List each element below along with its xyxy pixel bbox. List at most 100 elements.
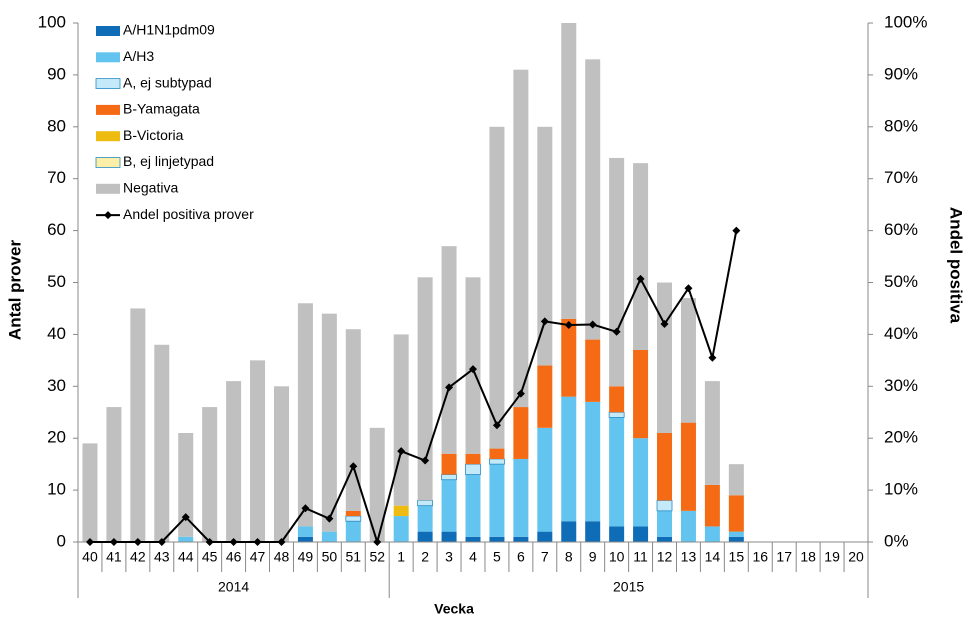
x-tick-label: 10 [609, 549, 625, 565]
x-tick-label: 40 [82, 549, 98, 565]
bar-segment [537, 531, 553, 542]
x-tick-label: 14 [705, 549, 721, 565]
line-marker [301, 504, 310, 513]
bar-segment [680, 298, 696, 423]
x-tick-label: 16 [752, 549, 768, 565]
bar-segment [704, 526, 720, 542]
bar-segment [608, 411, 625, 418]
y-tick-label: 20 [47, 428, 66, 447]
line-marker [564, 321, 573, 330]
bar-segment [417, 277, 433, 501]
x-tick-label: 20 [848, 549, 864, 565]
y2-tick-label: 10% [884, 480, 918, 499]
line-marker [588, 320, 597, 329]
line-marker [85, 538, 94, 546]
y2-axis-title: Andel positiva [947, 207, 966, 324]
legend-label: B-Victoria [123, 127, 184, 143]
bar-segment [513, 407, 529, 459]
bar-segment [417, 531, 433, 542]
bar-segment [728, 464, 744, 496]
bar-segment [297, 526, 313, 537]
bar-segment [585, 339, 601, 402]
bar-segment [633, 438, 649, 527]
x-tick-label: 43 [154, 549, 170, 565]
line-marker [445, 383, 454, 392]
y-tick-label: 50 [47, 272, 66, 291]
x-tick-label: 15 [729, 549, 745, 565]
y-tick-label: 40 [47, 324, 66, 343]
bar-segment [561, 318, 577, 397]
bar-segment [561, 23, 577, 319]
x-tick-label: 50 [322, 549, 338, 565]
legend-label: B-Yamagata [123, 101, 200, 117]
legend-swatch [95, 78, 121, 89]
x-axis-title: Vecka [434, 601, 474, 617]
x-tick-label: 41 [106, 549, 122, 565]
line-marker [205, 538, 214, 546]
x-tick-label: 6 [517, 549, 525, 565]
bar-segment [680, 422, 696, 511]
y-axis-title: Antal prover [5, 240, 24, 341]
line-marker [229, 538, 238, 546]
x-tick-label: 4 [469, 549, 477, 565]
line-marker [540, 317, 549, 326]
line-marker [708, 353, 717, 362]
bar-segment [561, 521, 577, 542]
bar-segment [465, 463, 481, 475]
x-tick-label: 17 [776, 549, 792, 565]
line-series [89, 230, 738, 546]
bar-segment [465, 536, 481, 542]
x-tick-label: 44 [178, 549, 194, 565]
bar-segment [704, 484, 720, 527]
x-tick-label: 9 [589, 549, 597, 565]
y2-tick-label: 50% [884, 272, 918, 291]
line-marker [732, 226, 741, 235]
bar-segment [417, 505, 433, 532]
line-marker [277, 538, 286, 546]
bar-segment [609, 386, 625, 413]
group-label: 2015 [613, 579, 644, 595]
line-marker [373, 538, 382, 546]
bar-segment [633, 163, 649, 350]
bar-segment [82, 443, 98, 542]
y2-tick-label: 100% [884, 12, 927, 31]
legend-label: A/H3 [123, 48, 154, 64]
bar-segment [657, 282, 673, 434]
bar-segment [441, 531, 457, 542]
bar-segment [441, 479, 457, 532]
x-tick-label: 2 [421, 549, 429, 565]
legend-label: A, ej subtypad [123, 74, 212, 90]
y2-tick-label: 70% [884, 168, 918, 187]
y2-tick-label: 90% [884, 64, 918, 83]
legend-swatch [96, 183, 120, 194]
y-tick-label: 60 [47, 220, 66, 239]
y2-tick-label: 40% [884, 324, 918, 343]
legend-label: A/H1N1pdm09 [123, 22, 215, 38]
y2-tick-label: 60% [884, 220, 918, 239]
x-tick-label: 52 [369, 549, 385, 565]
bar-segment [345, 329, 361, 511]
x-tick-label: 18 [800, 549, 816, 565]
bar-segment [250, 360, 266, 542]
bar-segment [441, 246, 457, 454]
bar-segment [561, 396, 577, 522]
bar-segment [728, 536, 744, 542]
line-marker [516, 389, 525, 398]
bar-segment [633, 349, 649, 439]
y-tick-label: 70 [47, 168, 66, 187]
bar-segment [345, 510, 361, 517]
x-tick-label: 7 [541, 549, 549, 565]
bar-segment [178, 433, 194, 537]
bar-segment [345, 515, 362, 522]
x-tick-label: 12 [657, 549, 673, 565]
bar-segment [154, 344, 170, 542]
y2-tick-label: 20% [884, 428, 918, 447]
bar-segment [537, 365, 553, 428]
legend-swatch [96, 131, 120, 142]
line-marker [133, 538, 142, 546]
bar-segment [178, 536, 194, 542]
bar-segment [393, 516, 409, 542]
bar-segment [226, 381, 242, 542]
bar-segment [417, 500, 434, 507]
legend-marker [104, 211, 112, 220]
